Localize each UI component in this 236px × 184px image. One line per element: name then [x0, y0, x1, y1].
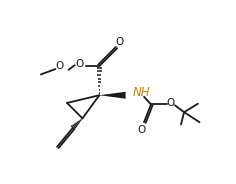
Text: O: O [166, 98, 174, 108]
Polygon shape [99, 92, 126, 99]
Text: O: O [75, 59, 84, 69]
Text: O: O [55, 61, 63, 71]
Text: O: O [115, 37, 123, 47]
Text: NH: NH [132, 86, 150, 99]
Text: O: O [138, 125, 146, 135]
